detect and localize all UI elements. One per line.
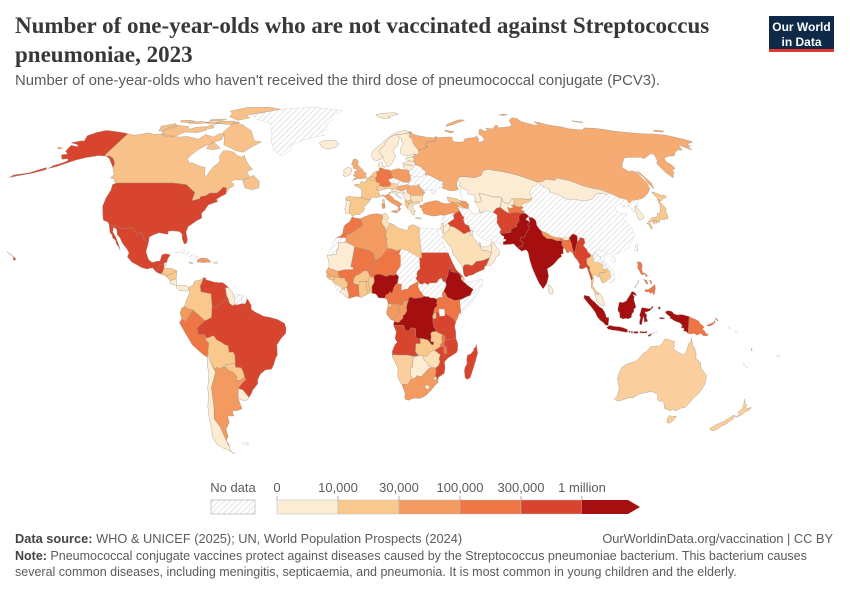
svg-text:No data: No data	[210, 480, 256, 495]
svg-text:10,000: 10,000	[318, 480, 358, 495]
svg-text:30,000: 30,000	[379, 480, 419, 495]
svg-text:1 million: 1 million	[558, 480, 606, 495]
svg-text:0: 0	[273, 480, 280, 495]
svg-text:100,000: 100,000	[437, 480, 484, 495]
svg-text:300,000: 300,000	[498, 480, 545, 495]
